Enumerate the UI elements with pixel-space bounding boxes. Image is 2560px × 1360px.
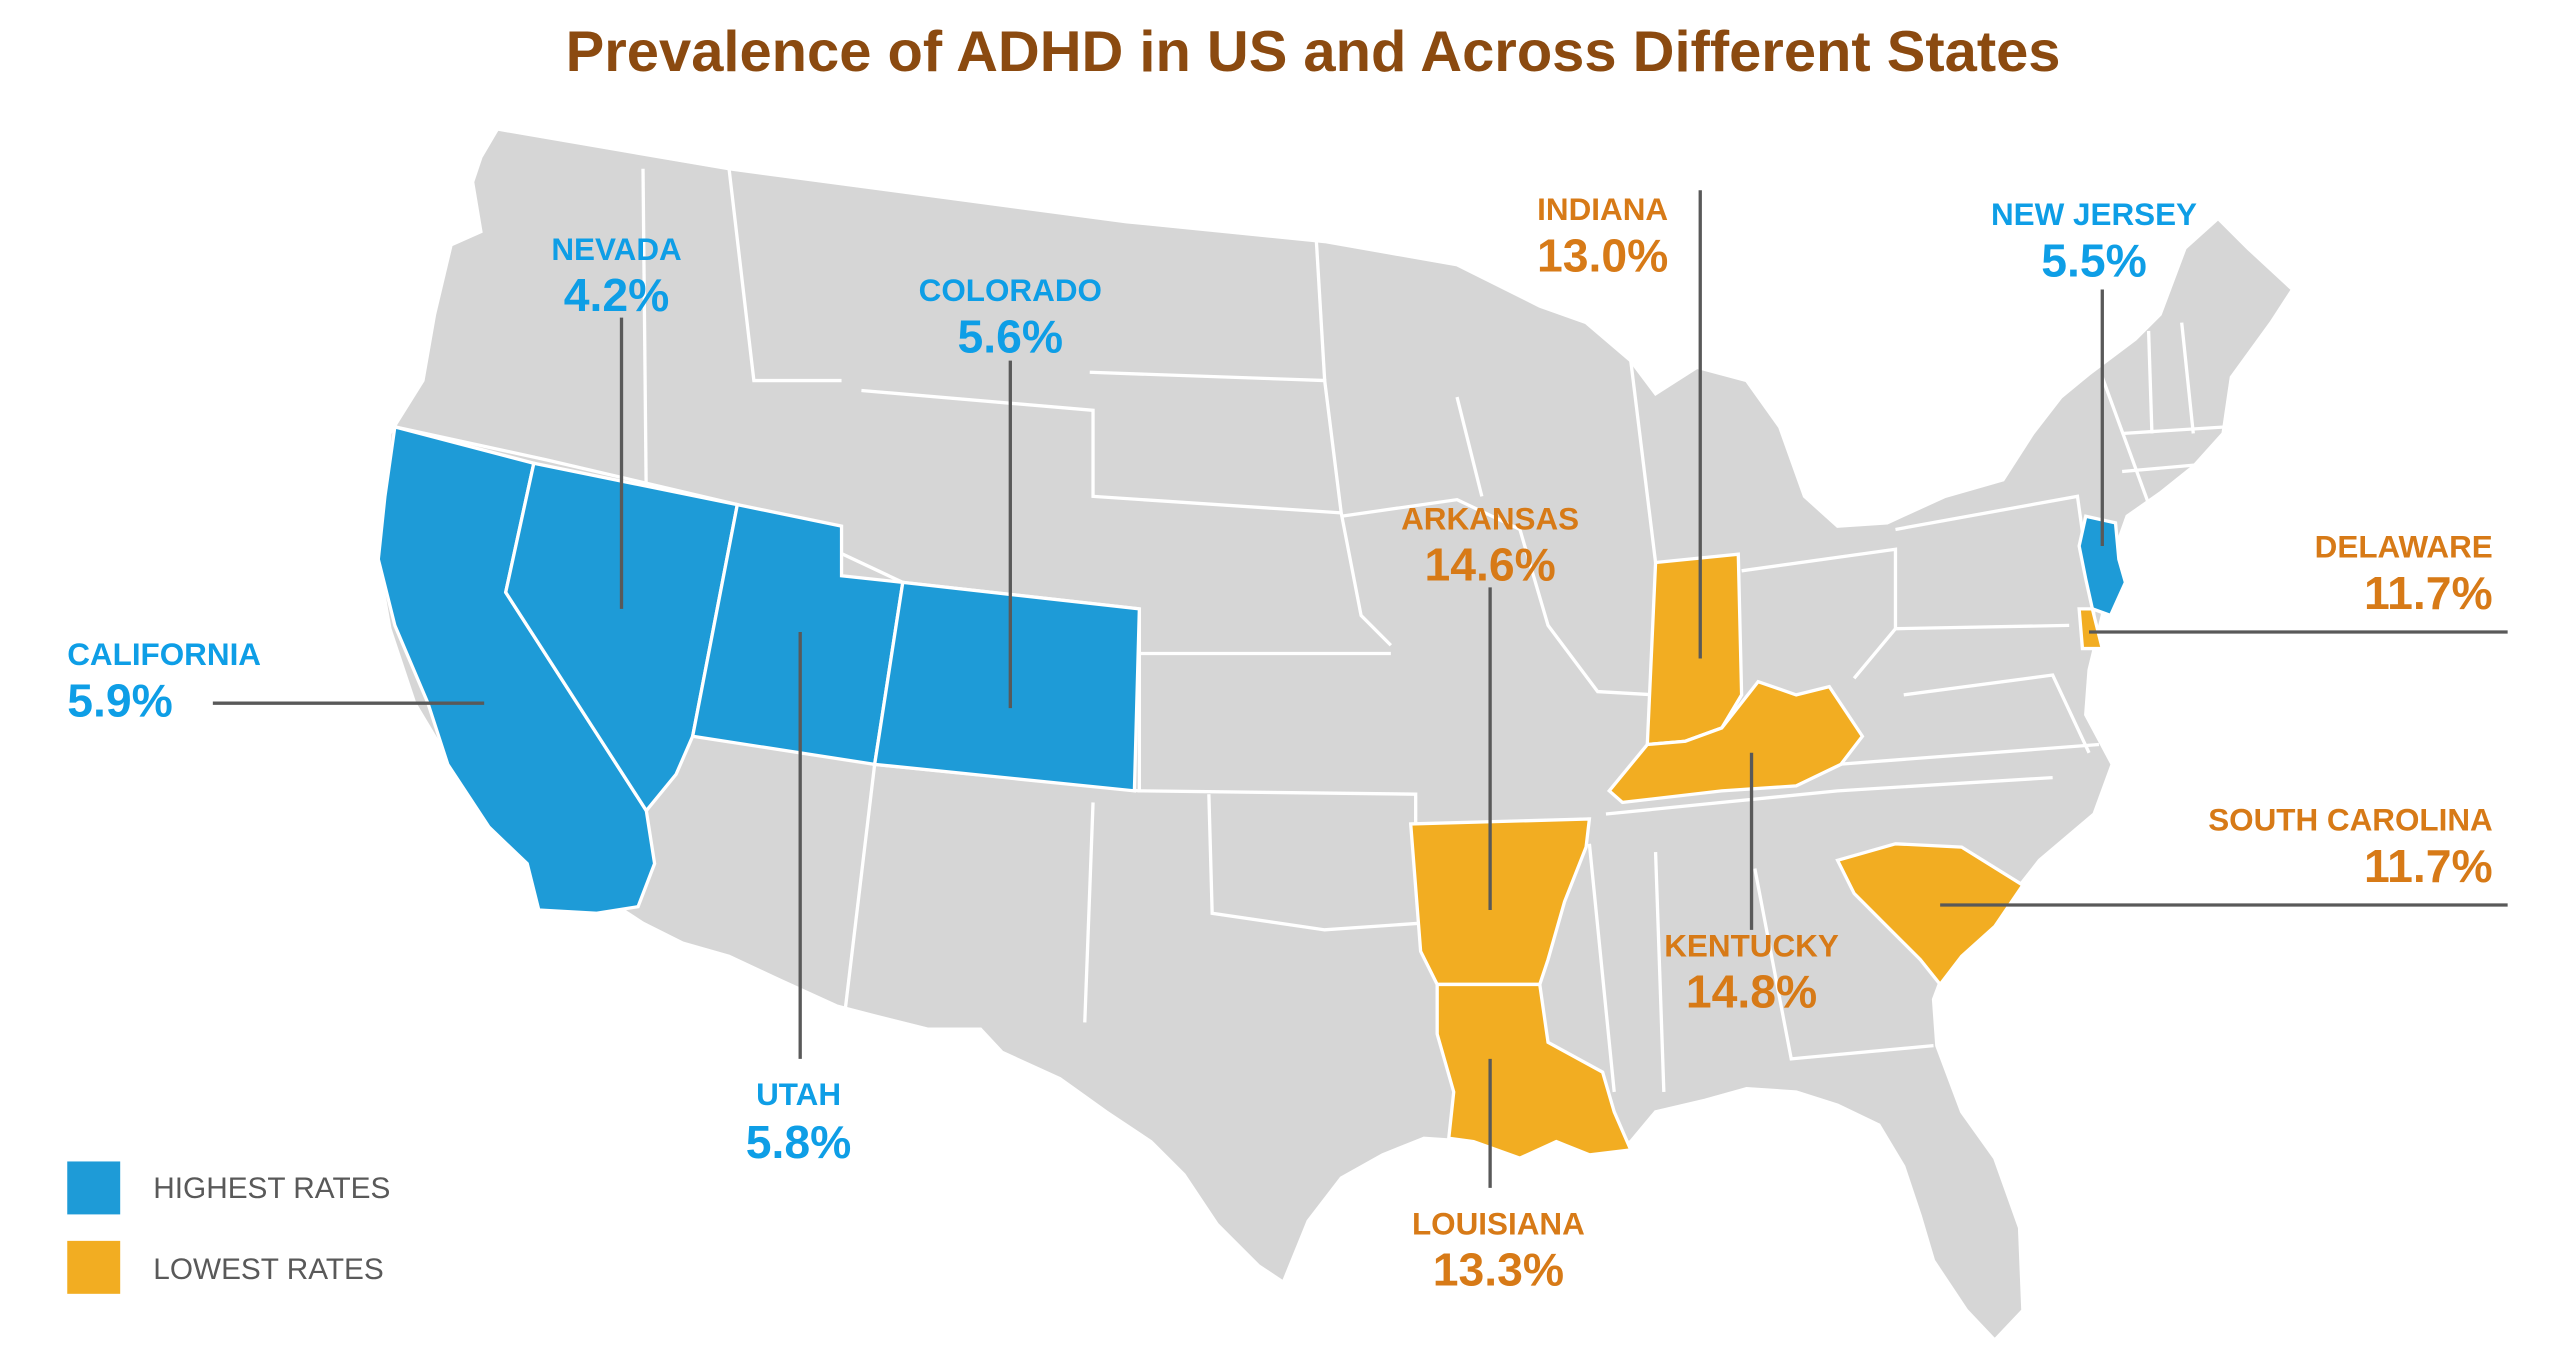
state-name: LOUISIANA — [1412, 1206, 1585, 1241]
state-name: UTAH — [756, 1077, 841, 1112]
label-delaware: DELAWARE 11.7% — [2315, 530, 2493, 619]
state-name: NEVADA — [551, 232, 681, 267]
border-line — [1605, 775, 2053, 816]
border-line — [1837, 742, 2100, 767]
border-line — [2180, 322, 2195, 434]
state-arkansas — [1408, 817, 1592, 987]
map-title: Prevalence of ADHD in US and Across Diff… — [566, 20, 2061, 84]
state-name: NEW JERSEY — [1991, 197, 2197, 232]
border-line — [1629, 360, 1658, 563]
border-line — [1587, 843, 1616, 1093]
border-line — [727, 168, 842, 383]
state-south-carolina — [1835, 842, 2026, 988]
state-rate: 11.7% — [2364, 567, 2493, 619]
legend-item-highest: HIGHEST RATES — [67, 1161, 390, 1215]
label-california: CALIFORNIA 5.9% — [67, 637, 261, 726]
label-nevada: NEVADA 4.2% — [551, 232, 681, 321]
border-line — [843, 764, 877, 1013]
state-rate: 13.0% — [1537, 229, 1668, 281]
us-silhouette — [376, 127, 2295, 1343]
border-line — [1207, 794, 1421, 932]
border-line — [1895, 623, 2070, 631]
leader-lines — [212, 190, 2508, 1188]
border-line — [1653, 852, 1666, 1093]
state-kentucky — [1606, 679, 1865, 805]
lowest-rate-states — [1408, 552, 2105, 1160]
legend-item-lowest: LOWEST RATES — [67, 1240, 384, 1294]
label-kentucky: KENTUCKY 14.8% — [1664, 928, 1839, 1017]
legend-label: HIGHEST RATES — [153, 1172, 390, 1205]
label-south-carolina: SOUTH CAROLINA 11.7% — [2208, 803, 2493, 892]
state-rate: 5.8% — [746, 1116, 852, 1168]
state-louisiana — [1435, 982, 1634, 1160]
state-indiana — [1645, 552, 1744, 747]
legend: HIGHEST RATES LOWEST RATES — [67, 1161, 390, 1294]
border-line — [1455, 396, 1484, 497]
state-rate: 5.5% — [2041, 234, 2147, 286]
state-rate: 5.6% — [958, 310, 1064, 362]
border-line — [1314, 241, 1327, 381]
border-line — [2122, 425, 2227, 436]
border-line — [2146, 330, 2154, 434]
border-line — [1089, 370, 1393, 647]
border-line — [641, 168, 648, 505]
state-name: COLORADO — [919, 273, 1102, 308]
state-delaware — [2077, 607, 2105, 651]
state-rate: 11.7% — [2364, 840, 2493, 892]
border-line — [2121, 461, 2215, 474]
label-louisiana: LOUISIANA 13.3% — [1412, 1206, 1585, 1295]
label-colorado: COLORADO 5.6% — [919, 273, 1102, 362]
border-line — [1340, 497, 1656, 697]
state-colorado — [872, 580, 1142, 793]
state-rate: 14.6% — [1424, 539, 1555, 591]
state-name: INDIANA — [1537, 192, 1668, 227]
state-new-jersey — [2077, 514, 2128, 618]
border-line — [1903, 673, 2091, 754]
border-line — [2100, 376, 2154, 514]
border-line — [861, 388, 1342, 515]
state-rate: 14.8% — [1686, 966, 1817, 1018]
state-rate: 5.9% — [67, 674, 173, 726]
legend-swatch-highest — [67, 1161, 121, 1215]
state-labels: CALIFORNIA 5.9% NEVADA 4.2% UTAH 5.8% CO… — [67, 192, 2492, 1295]
label-utah: UTAH 5.8% — [746, 1077, 852, 1168]
label-arkansas: ARKANSAS 14.6% — [1401, 501, 1579, 590]
label-indiana: INDIANA 13.0% — [1537, 192, 1668, 281]
state-name: DELAWARE — [2315, 530, 2493, 565]
us-base-map — [376, 127, 2295, 1343]
state-name: SOUTH CAROLINA — [2208, 803, 2493, 838]
state-name: ARKANSAS — [1401, 501, 1579, 536]
state-name: CALIFORNIA — [67, 637, 261, 672]
label-new-jersey: NEW JERSEY 5.5% — [1991, 197, 2197, 286]
state-name: KENTUCKY — [1664, 928, 1839, 963]
border-line — [1741, 547, 1898, 680]
legend-label: LOWEST RATES — [153, 1253, 383, 1286]
legend-swatch-lowest — [67, 1240, 121, 1294]
state-rate: 13.3% — [1433, 1244, 1564, 1296]
border-line — [1083, 802, 1095, 1023]
border-line — [1753, 868, 1934, 1061]
state-rate: 4.2% — [564, 269, 670, 321]
highest-rate-states — [376, 424, 2128, 915]
